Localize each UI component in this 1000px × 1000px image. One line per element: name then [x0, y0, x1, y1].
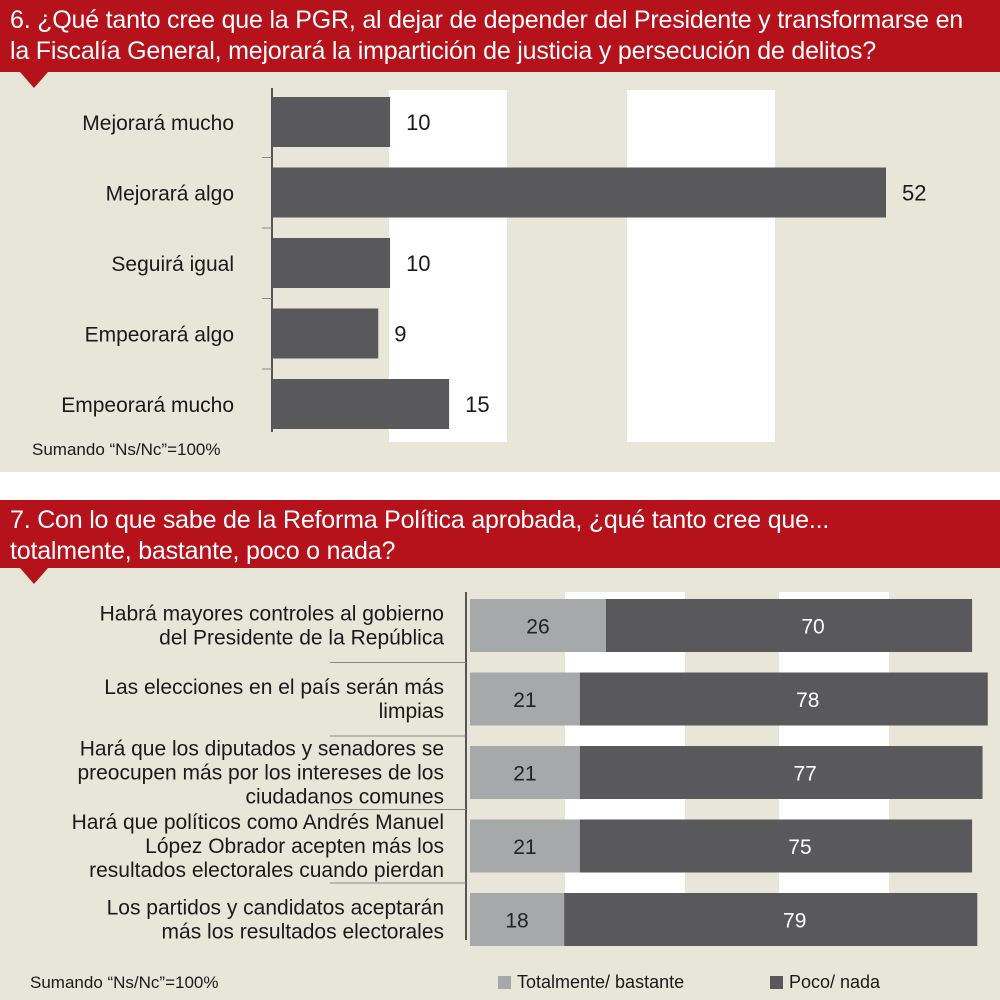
bar	[272, 238, 391, 288]
data-label: 10	[406, 110, 430, 135]
category-label: López Obrador acepten más los	[145, 835, 444, 858]
category-label: Mejorará mucho	[82, 112, 234, 135]
category-label: Empeorará algo	[85, 324, 234, 347]
category-label: preocupen más por los intereses de los	[77, 762, 444, 785]
category-label: Hará que los diputados y senadores se	[80, 738, 444, 761]
data-label-poco: 78	[796, 689, 819, 712]
bar-poco	[605, 599, 973, 652]
data-label-poco: 77	[794, 763, 817, 786]
data-label: 52	[902, 181, 926, 206]
banner-pointer-q6	[20, 72, 48, 88]
chart-panel-q7: 7. Con lo que sabe de la Reforma Polític…	[0, 500, 1000, 1000]
category-label: Habrá mayores controles al gobierno	[100, 603, 444, 626]
data-label: 10	[406, 251, 430, 276]
legend-item-poco: Poco/ nada	[770, 972, 880, 993]
category-label: ciudadanos comunes	[246, 786, 444, 809]
bar-poco	[579, 672, 988, 726]
data-label-totalmente: 21	[513, 836, 536, 859]
data-label-totalmente: 21	[513, 689, 536, 712]
chart-panel-q6: 6. ¿Qué tanto cree que la PGR, al dejar …	[0, 0, 1000, 472]
category-label: Hará que políticos como Andrés Manuel	[72, 811, 444, 834]
category-label: Empeorará mucho	[61, 394, 234, 417]
data-label-poco: 75	[788, 836, 811, 859]
category-label: resultados electorales cuando pierdan	[89, 859, 444, 882]
category-label: Las elecciones en el país serán más	[104, 676, 444, 699]
bar	[272, 167, 886, 218]
data-label: 9	[394, 322, 406, 347]
data-label-totalmente: 21	[513, 763, 536, 786]
question-banner-q7: 7. Con lo que sabe de la Reforma Polític…	[0, 500, 1000, 568]
bar-poco	[579, 746, 983, 799]
question-title-q6: 6. ¿Qué tanto cree que la PGR, al dejar …	[10, 6, 963, 65]
bar-totalmente	[470, 893, 565, 946]
bar	[272, 308, 379, 359]
legend-swatch-dark	[770, 976, 783, 989]
category-label: Seguirá igual	[111, 253, 234, 276]
footnote-q6: Sumando “Ns/Nc”=100%	[32, 440, 221, 459]
bar-chart-q6: Mejorará mucho 10 Mejorará algo 52 Seguirá i…	[61, 88, 926, 442]
legend-label-poco: Poco/ nada	[789, 972, 881, 992]
question-banner-q6: 6. ¿Qué tanto cree que la PGR, al dejar …	[0, 0, 1000, 72]
data-label-poco: 79	[783, 910, 806, 933]
bar-totalmente	[470, 672, 580, 726]
bar-totalmente	[470, 746, 580, 799]
bar	[272, 97, 391, 147]
category-label: limpias	[379, 700, 444, 723]
legend-item-totalmente: Totalmente/ bastante	[498, 972, 684, 993]
question-title-q7: 7. Con lo que sabe de la Reforma Polític…	[10, 506, 830, 565]
legend-swatch-light	[498, 976, 511, 989]
category-label: más los resultados electorales	[162, 921, 444, 944]
banner-pointer-q7	[20, 568, 48, 584]
category-label: del Presidente de la República	[159, 627, 444, 650]
legend-label-totalmente: Totalmente/ bastante	[517, 972, 685, 992]
bar-totalmente	[470, 819, 580, 873]
data-label-totalmente: 18	[505, 910, 528, 933]
bar-totalmente	[470, 599, 606, 652]
data-label-poco: 70	[801, 616, 824, 639]
data-label-totalmente: 26	[526, 616, 549, 639]
bar	[272, 379, 450, 429]
footnote-q7: Sumando “Ns/Nc”=100%	[30, 973, 219, 992]
stacked-bar-chart-q7: 26 70 Habrá mayores controles al gobiernod…	[72, 592, 988, 946]
category-label: Mejorará algo	[106, 183, 234, 206]
grid-band	[627, 90, 775, 442]
bar-poco	[579, 819, 973, 873]
bar-poco	[564, 893, 978, 946]
data-label: 15	[465, 392, 489, 417]
category-label: Los partidos y candidatos aceptarán	[107, 897, 444, 920]
